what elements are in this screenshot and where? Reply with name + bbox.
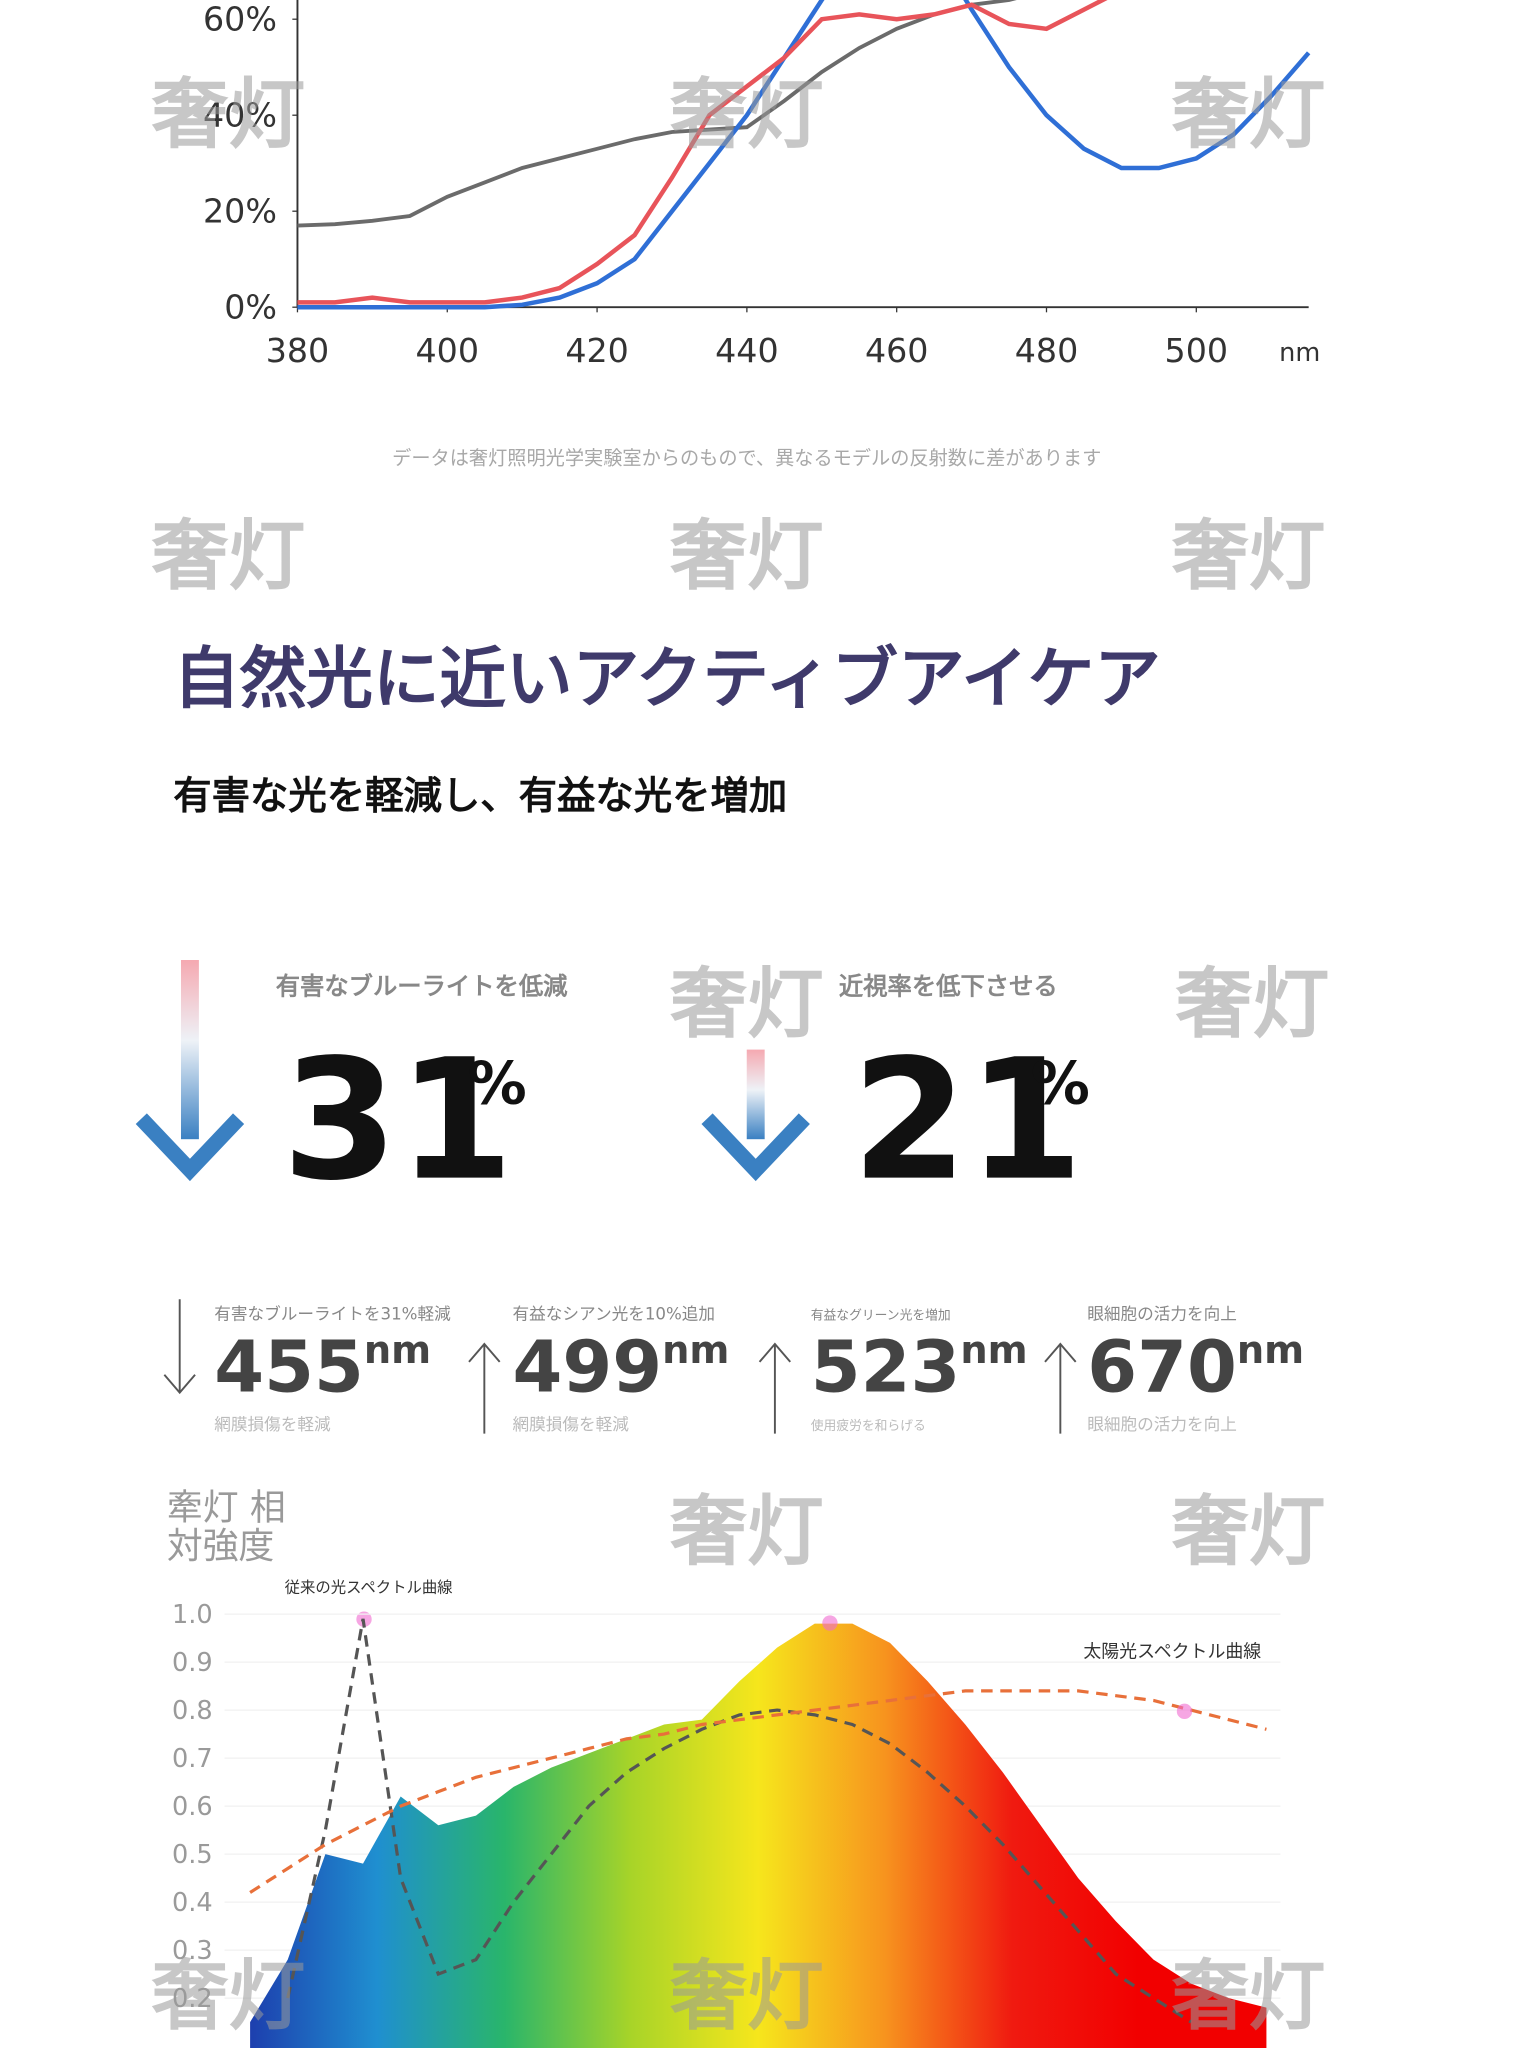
wave-top-label: 有益なシアン光を10%追加 <box>513 1305 716 1324</box>
wave-top-label: 有益なグリーン光を増加 <box>811 1309 951 1324</box>
y-tick-label: 20% <box>203 192 277 231</box>
wave-bottom-label: 眼細胞の活力を向上 <box>1087 1415 1237 1434</box>
title: 自然光に近いアクティブアイケア <box>173 639 1161 717</box>
watermark: 奢灯 <box>1176 960 1330 1049</box>
caption: データは奢灯照明光学実験室からのもので、異なるモデルの反射数に差があります <box>392 447 1101 470</box>
watermark: 奢灯 <box>1172 71 1326 160</box>
wave-bottom-label: 使用疲労を和らげる <box>811 1418 926 1434</box>
x-tick-label: 380 <box>266 331 330 370</box>
stat-unit: % <box>1031 1048 1090 1117</box>
x-tick-label: 420 <box>565 331 629 370</box>
y-tick-label: 0.4 <box>172 1888 213 1918</box>
subtitle: 有害な光を軽減し、有益な光を増加 <box>173 774 787 819</box>
watermark: 奢灯 <box>1172 1488 1326 1577</box>
stat-value: 31 <box>282 1025 514 1218</box>
y-tick-label: 0.8 <box>172 1696 213 1726</box>
wave-unit: nm <box>1237 1328 1304 1373</box>
y-tick-label: 60% <box>203 0 277 39</box>
stat-arrow-head <box>135 1113 245 1182</box>
watermark: 奢灯 <box>670 1488 824 1577</box>
wave-value: 455 <box>214 1324 364 1408</box>
x-tick-label: 500 <box>1165 331 1229 370</box>
watermark: 奢灯 <box>670 71 824 160</box>
y-tick-label: 0% <box>224 288 277 327</box>
arrow-head <box>468 1342 501 1363</box>
arrow-head <box>758 1342 791 1363</box>
y-axis-label: 対強度 <box>167 1526 274 1567</box>
spectrum-area <box>250 1623 1267 2048</box>
peak-dot <box>1176 1703 1193 1720</box>
stat-value: 21 <box>852 1025 1084 1218</box>
watermark: 奢灯 <box>152 512 306 601</box>
series-line <box>297 0 1311 310</box>
wavelengths: 有害なブルーライトを31%軽減455nm網膜損傷を軽減有益なシアン光を10%追加… <box>163 1299 1304 1434</box>
top-chart: 0% 20% 40% 60% 380 400 420 440 460 480 500 nm <box>203 0 1320 370</box>
watermark: 奢灯 <box>152 71 306 160</box>
wave-bottom-label: 網膜損傷を軽減 <box>513 1415 630 1434</box>
wave-unit: nm <box>364 1328 431 1373</box>
x-tick-label: 480 <box>1015 331 1079 370</box>
watermark: 奢灯 <box>1172 512 1326 601</box>
series-line <box>297 0 1017 228</box>
watermark: 奢灯 <box>1172 1952 1326 2041</box>
stat-label: 有害なブルーライトを低減 <box>276 972 568 1001</box>
wave-value-text: 670nm <box>1087 1324 1304 1408</box>
wave-value: 670 <box>1087 1324 1237 1408</box>
x-unit: nm <box>1279 338 1320 368</box>
wave-value-text: 499nm <box>513 1324 730 1408</box>
y-tick-label: 0.2 <box>172 1984 213 2014</box>
arrow-head <box>1044 1342 1077 1363</box>
wave-top-label: 眼細胞の活力を向上 <box>1087 1305 1237 1324</box>
watermark: 奢灯 <box>152 1952 306 2041</box>
stats: 有害なブルーライトを低減 31% 近視率を低下させる 21% <box>276 972 1090 1218</box>
peak-dot <box>822 1615 838 1631</box>
wave-value: 499 <box>513 1324 663 1408</box>
wave-top-label: 有害なブルーライトを31%軽減 <box>214 1304 451 1324</box>
arrow-head <box>163 1374 196 1395</box>
wave-bottom-label: 網膜損傷を軽減 <box>214 1415 331 1434</box>
wave-value-text: 455nm <box>214 1324 431 1408</box>
x-tick-label: 440 <box>715 331 779 370</box>
y-tick-label: 0.5 <box>172 1840 213 1870</box>
y-tick-label: 0.7 <box>172 1744 213 1774</box>
wave-value-text: 523nm <box>811 1324 1028 1408</box>
stat-label: 近視率を低下させる <box>839 972 1058 1001</box>
series-line <box>249 1689 1267 1894</box>
x-tick-label: 400 <box>416 331 480 370</box>
wave-unit: nm <box>662 1328 729 1373</box>
watermark: 奢灯 <box>670 1952 824 2041</box>
x-tick-label: 460 <box>865 331 929 370</box>
y-tick-label: 40% <box>203 96 277 135</box>
annotation: 太陽光スペクトル曲線 <box>1083 1642 1261 1663</box>
y-tick-label: 0.3 <box>172 1936 213 1966</box>
y-tick-label: 1.0 <box>172 1600 213 1630</box>
y-axis-label: 牽灯 相 <box>167 1487 286 1528</box>
annotation: 従来の光スペクトル曲線 <box>285 1578 453 1596</box>
watermark: 奢灯 <box>670 512 824 601</box>
stat-arrow-head <box>701 1113 810 1182</box>
stat-unit: % <box>468 1048 527 1117</box>
wave-value: 523 <box>811 1324 961 1408</box>
y-tick-label: 0.6 <box>172 1792 213 1822</box>
stat-arrow-shaft <box>746 1049 765 1140</box>
y-tick-label: 0.9 <box>172 1648 213 1678</box>
wave-unit: nm <box>960 1328 1027 1373</box>
series-line <box>297 0 1108 305</box>
series-line <box>286 1618 1192 2024</box>
watermark: 奢灯 <box>670 960 824 1049</box>
stat-arrow-shaft <box>180 960 199 1140</box>
